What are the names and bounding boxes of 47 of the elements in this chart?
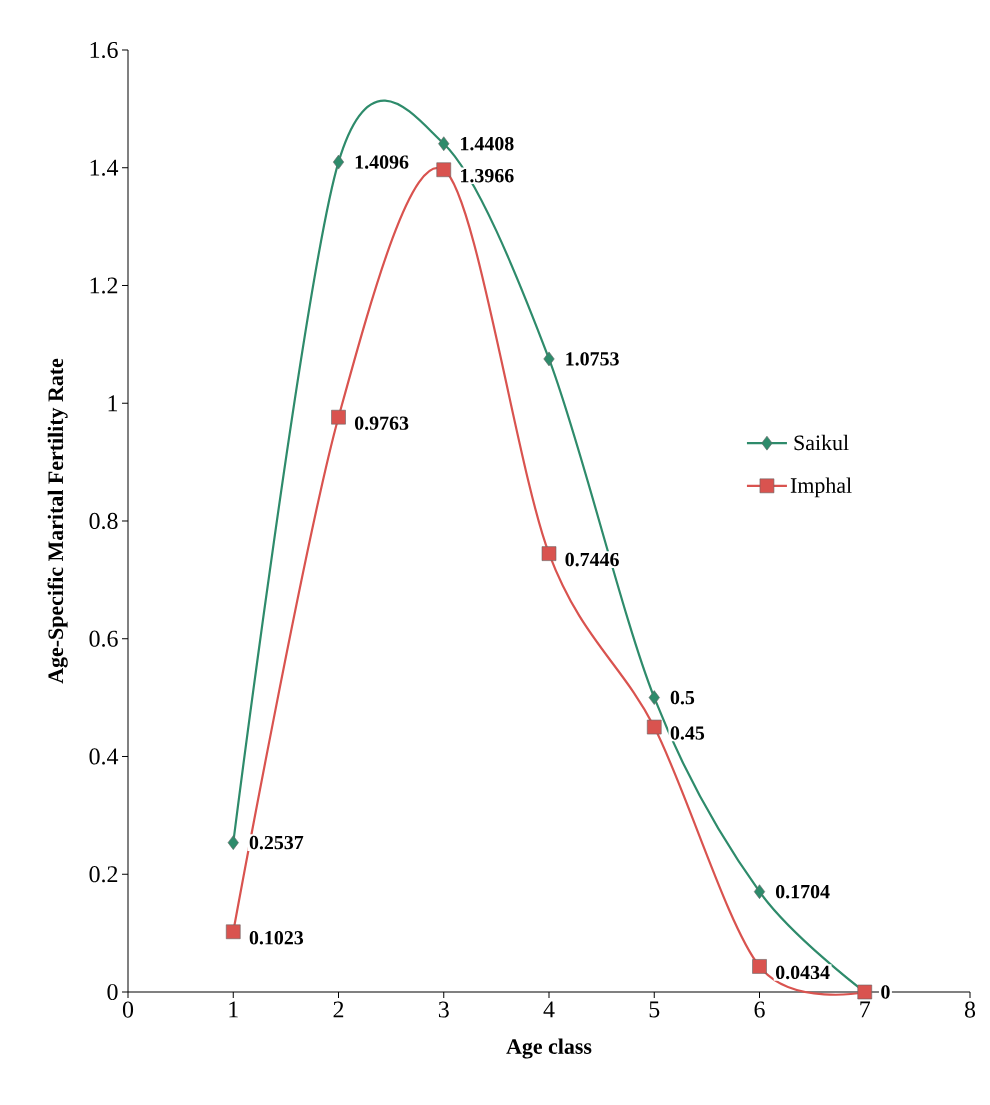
data-label: 1.0753 [566,352,619,366]
data-label: 0.0434 [775,965,830,980]
y-tick-label: 0.2 [89,866,118,883]
data-label: 0.7446 [565,552,619,567]
y-tick-label: 0.8 [89,512,118,530]
data-label: 0.2537 [249,835,304,850]
y-tick-label: 1.2 [90,277,118,294]
legend-label: Imphal [790,477,852,498]
data-label: 0.9763 [354,416,409,430]
data-label: 1.4096 [355,155,409,169]
legend-label: Saikul [794,434,849,451]
y-axis-title: Age-Specific Marital Fertility Rate [47,358,68,684]
x-tick-label: 1 [229,1001,238,1018]
x-axis-title: Age class [506,1038,592,1059]
point [752,959,767,974]
data-label: 0.1704 [775,884,830,899]
point [541,546,557,561]
y-tick-label: 0.6 [89,630,118,647]
point [227,835,239,850]
x-tick-label: 7 [860,1001,871,1018]
data-label: 1.4408 [461,136,514,151]
data-label: 0.1023 [249,931,304,945]
y-tick-label: 1 [108,395,118,412]
data-label: 0.45 [670,726,705,740]
data-label: 1.3966 [461,169,514,183]
point [543,351,555,367]
x-tick-label: 6 [754,1001,765,1018]
x-tick-label: 3 [438,1001,449,1018]
point [648,690,660,705]
data-label: 0.5 [670,690,695,705]
x-tick-label: 5 [649,1001,660,1018]
y-tick-label: 0 [107,983,118,1001]
x-tick-label: 8 [964,1001,976,1018]
point [332,154,345,170]
point [646,719,662,735]
data-label: 0 [881,985,890,999]
x-tick-label: 4 [543,1001,555,1018]
x-tick-label: 0 [122,1001,134,1018]
y-tick-label: 1.4 [90,159,119,176]
y-tick-label: 1.6 [90,41,118,59]
point [331,409,346,425]
point [225,924,241,940]
point [438,136,450,152]
point [753,884,766,899]
point [436,162,452,178]
y-tick-label: 0.4 [89,748,119,765]
x-tick-label: 2 [333,1001,344,1018]
